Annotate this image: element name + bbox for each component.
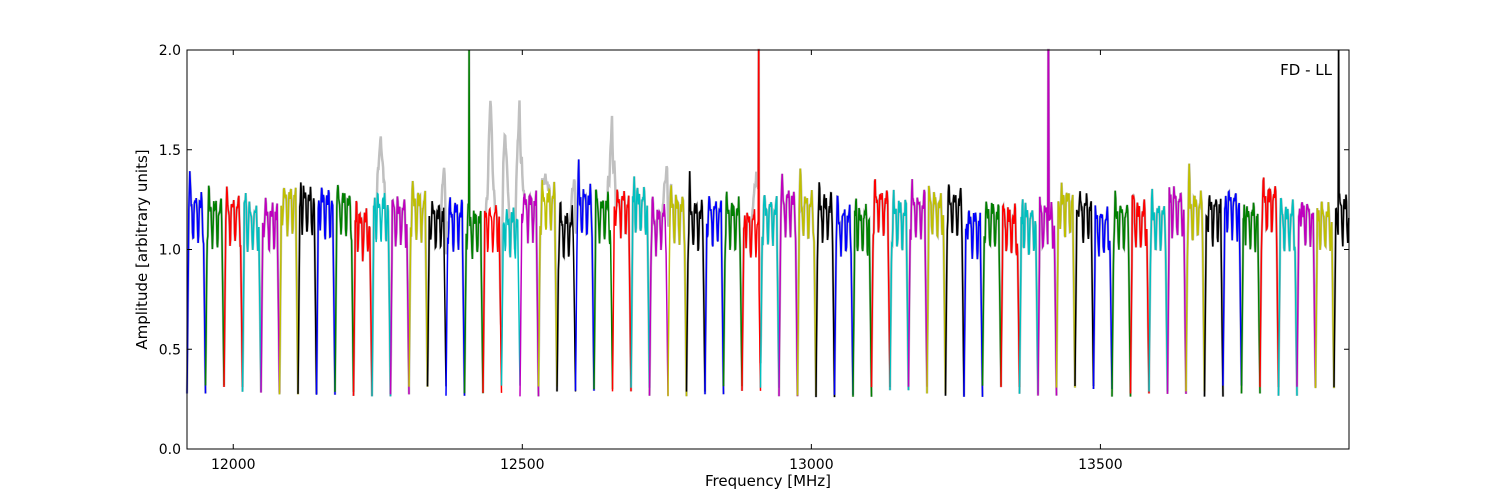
channel-series-line (1333, 49, 1350, 388)
channel-series-line (371, 192, 392, 397)
x-axis-label: Frequency [MHz] (705, 472, 831, 490)
channel-series-line (870, 179, 891, 388)
channel-series-line (611, 189, 632, 392)
channel-series-group (186, 49, 1350, 398)
channel-series-line (297, 182, 318, 394)
x-tick-label: 12500 (500, 457, 545, 473)
channel-series-line (500, 207, 521, 386)
channel-series-line (315, 187, 336, 395)
channel-series-line (667, 185, 688, 397)
channel-series-line (389, 196, 410, 395)
channel-series-line (1259, 177, 1280, 388)
channel-series-line (241, 192, 262, 392)
channel-series-line (1277, 197, 1298, 396)
channel-series-line (685, 171, 706, 392)
channel-series-line (186, 171, 207, 394)
y-axis-label: Amplitude [arbitrary units] (133, 149, 151, 349)
channel-series-line (944, 184, 965, 396)
channel-series-line (1111, 190, 1132, 397)
chart-annotation: FD - LL (1280, 61, 1332, 79)
channel-series-line (741, 49, 762, 391)
channel-series-line (852, 198, 873, 397)
channel-series-line (334, 184, 355, 392)
channel-series-line (574, 159, 595, 391)
channel-series-line (463, 49, 484, 394)
channel-series-line (907, 179, 928, 387)
channel-series-line (519, 190, 540, 397)
y-tick-label: 2.0 (159, 43, 181, 59)
channel-series-line (889, 189, 910, 391)
channel-series-line (408, 180, 429, 387)
y-tick-label: 0.0 (159, 442, 181, 458)
y-tick-label: 0.5 (159, 342, 181, 358)
channel-series-line (1296, 202, 1317, 387)
channel-series-line (815, 182, 836, 398)
channel-series-line (648, 196, 669, 396)
channel-series-line (1092, 205, 1113, 390)
channel-series-line (260, 197, 281, 393)
channel-series-line (1240, 202, 1261, 394)
y-axis-ticks: 0.0 0.5 1.0 1.5 2.0 (159, 43, 1349, 458)
channel-series-line (537, 180, 558, 387)
channel-series-line (833, 195, 854, 395)
channel-series-line (1222, 189, 1243, 386)
x-tick-label: 13000 (789, 457, 834, 473)
channel-series-line (1148, 188, 1169, 392)
channel-series-line (1018, 199, 1039, 394)
channel-series-line (593, 189, 614, 390)
channel-series-line (981, 201, 1002, 386)
channel-series-line (1203, 195, 1224, 397)
channel-series-line (1055, 182, 1076, 388)
x-tick-label: 13500 (1078, 457, 1123, 473)
channel-series-line (204, 185, 225, 386)
channel-series-line (1000, 202, 1021, 388)
channel-series-line (223, 186, 244, 388)
y-tick-label: 1.5 (159, 143, 181, 159)
y-tick-label: 1.0 (159, 243, 181, 259)
x-axis-ticks: 12000 12500 13000 13500 (211, 50, 1123, 473)
channel-series-line (556, 201, 577, 392)
channel-series-line (1074, 191, 1095, 387)
channel-series-line (704, 196, 725, 395)
channel-series-line (426, 201, 447, 387)
channel-series-line (352, 200, 373, 396)
channel-series-line (1166, 186, 1187, 394)
channel-series-line (445, 197, 466, 396)
channel-series-line (778, 173, 799, 397)
channel-series-line (1314, 201, 1335, 389)
channel-series-line (926, 185, 947, 394)
x-tick-label: 12000 (211, 457, 256, 473)
channel-series-line (482, 205, 503, 393)
channel-series-line (1129, 194, 1150, 394)
channel-series-line (759, 195, 780, 388)
channel-series-line (630, 176, 651, 388)
channel-series-line (963, 210, 984, 397)
channel-series-line (796, 168, 817, 396)
channel-series-line (1185, 163, 1206, 392)
channel-series-line (1037, 49, 1058, 396)
channel-series-line (722, 191, 743, 387)
channel-series-line (278, 187, 299, 395)
